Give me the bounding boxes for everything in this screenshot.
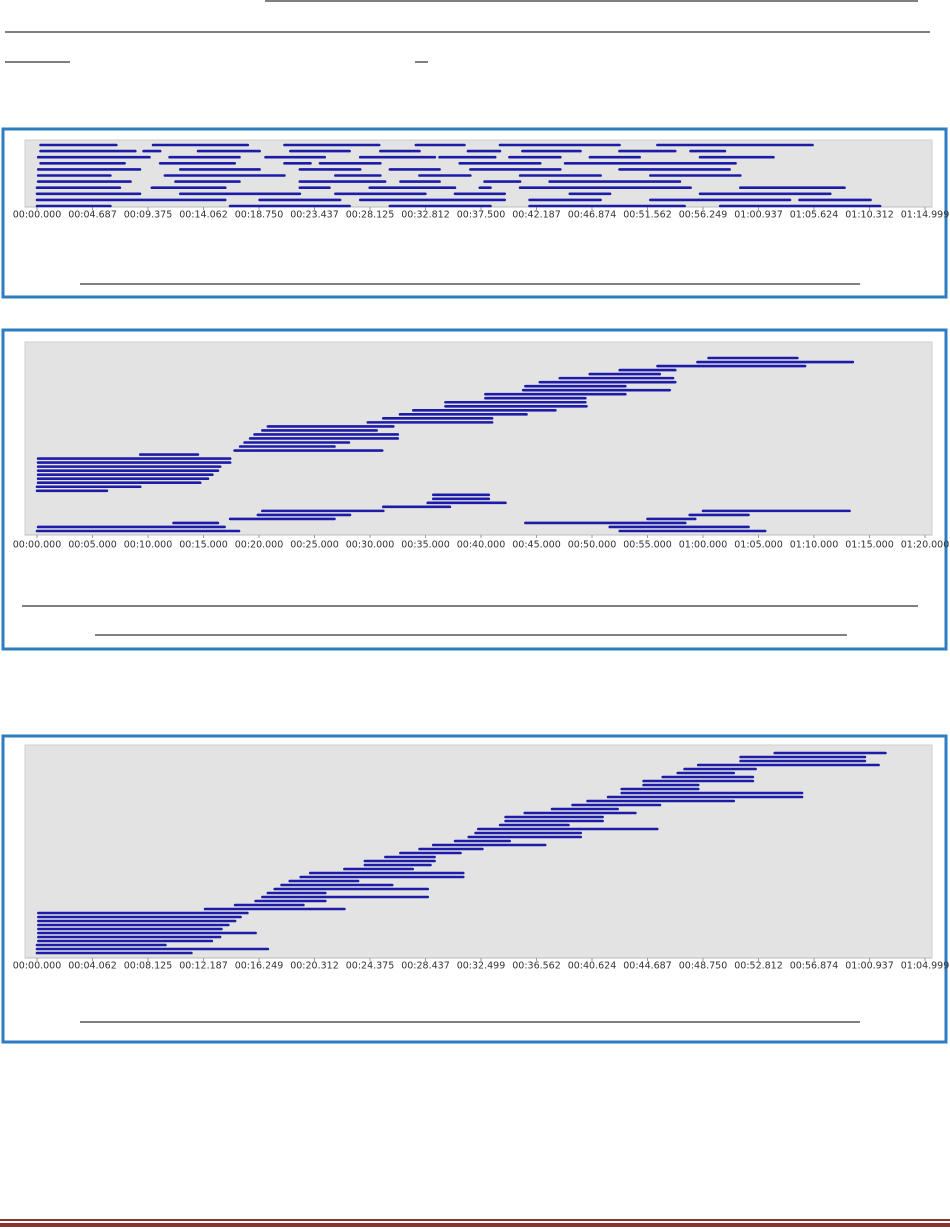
x-tick-label: 00:30.000 [346, 540, 395, 551]
x-tick-label: 00:56.874 [790, 961, 839, 972]
x-tick-label: 00:00.000 [13, 210, 62, 221]
x-tick-label: 01:05.000 [734, 540, 783, 551]
x-tick-label: 00:40.000 [457, 540, 506, 551]
x-tick-label: 00:46.874 [568, 210, 617, 221]
x-tick-label: 00:15.000 [179, 540, 228, 551]
frame [1, 328, 948, 651]
frame [1, 127, 948, 299]
plot-area [24, 744, 933, 959]
x-tick-label: 00:37.500 [457, 210, 506, 221]
x-tick-label: 00:55.000 [623, 540, 672, 551]
x-tick-label: 00:20.312 [290, 961, 339, 972]
x-tick-label: 01:20.000 [901, 540, 950, 551]
x-tick-label: 01:14.999 [901, 210, 950, 221]
x-tick-label: 00:28.125 [346, 210, 395, 221]
x-tick-label: 00:42.187 [512, 210, 561, 221]
x-tick-label: 00:00.000 [13, 540, 62, 551]
x-tick-label: 00:14.062 [179, 210, 228, 221]
x-tick-label: 00:52.812 [734, 961, 783, 972]
x-tick-label: 00:16.249 [235, 961, 284, 972]
x-tick-label: 00:08.125 [124, 961, 173, 972]
x-tick-label: 00:20.000 [235, 540, 284, 551]
x-tick-label: 00:00.000 [13, 961, 62, 972]
x-tick-label: 00:05.000 [68, 540, 117, 551]
x-tick-label: 01:00.937 [845, 961, 894, 972]
x-tick-label: 00:48.750 [679, 961, 728, 972]
x-tick-label: 00:10.000 [124, 540, 173, 551]
x-tick-label: 01:10.312 [845, 210, 894, 221]
x-tick-label: 00:23.437 [290, 210, 339, 221]
x-tick-label: 00:32.499 [457, 961, 506, 972]
x-tick-label: 00:28.437 [401, 961, 450, 972]
x-tick-label: 00:56.249 [679, 210, 728, 221]
x-tick-label: 00:45.000 [512, 540, 561, 551]
x-tick-label: 00:40.624 [568, 961, 617, 972]
x-tick-label: 01:04.999 [901, 961, 950, 972]
x-tick-label: 00:04.062 [68, 961, 117, 972]
x-tick-label: 00:36.562 [512, 961, 561, 972]
x-tick-label: 00:18.750 [235, 210, 284, 221]
x-tick-label: 01:00.937 [734, 210, 783, 221]
x-tick-label: 01:10.000 [790, 540, 839, 551]
x-tick-label: 01:15.000 [845, 540, 894, 551]
x-tick-label: 00:32.812 [401, 210, 450, 221]
plot-area [24, 341, 933, 536]
frame [1, 734, 948, 1044]
x-tick-label: 00:25.000 [290, 540, 339, 551]
x-tick-label: 00:12.187 [179, 961, 228, 972]
x-tick-label: 00:04.687 [68, 210, 117, 221]
x-tick-label: 00:50.000 [568, 540, 617, 551]
x-tick-label: 00:51.562 [623, 210, 672, 221]
x-tick-label: 00:09.375 [124, 210, 173, 221]
x-tick-label: 01:05.624 [790, 210, 839, 221]
x-tick-label: 00:24.375 [346, 961, 395, 972]
x-tick-label: 00:44.687 [623, 961, 672, 972]
x-tick-label: 01:00.000 [679, 540, 728, 551]
x-tick-label: 00:35.000 [401, 540, 450, 551]
